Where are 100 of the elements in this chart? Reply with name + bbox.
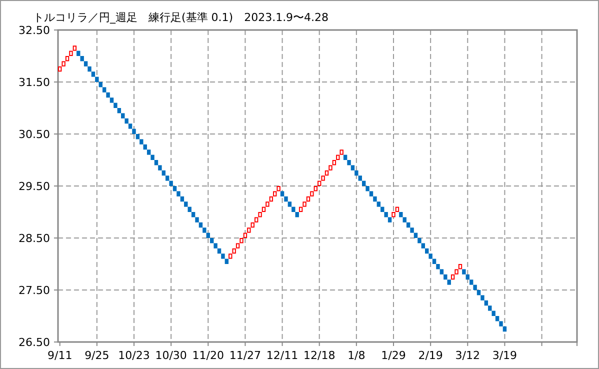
candlestick xyxy=(336,154,340,160)
x-tick-label: 12/18 xyxy=(304,349,336,362)
candlestick xyxy=(343,154,348,160)
candlestick xyxy=(388,217,392,222)
candlestick xyxy=(169,180,173,186)
candlestick xyxy=(258,212,262,218)
candlestick xyxy=(243,232,248,238)
candlestick xyxy=(350,165,355,170)
y-tick-label: 31.50 xyxy=(18,76,50,89)
candlestick xyxy=(91,72,96,77)
candlestick xyxy=(247,228,251,233)
candlestick xyxy=(306,196,310,202)
x-tick-label: 11/27 xyxy=(229,349,262,362)
candlestick xyxy=(425,248,429,254)
candlestick xyxy=(392,212,396,218)
candlestick xyxy=(262,206,266,212)
candlestick xyxy=(484,300,488,306)
candlestick xyxy=(436,264,440,270)
candlestick xyxy=(328,165,332,170)
candlestick xyxy=(84,61,88,66)
candlestick xyxy=(180,196,184,202)
candlestick xyxy=(421,243,426,248)
x-tick-label: 3/19 xyxy=(492,349,518,362)
candlestick xyxy=(473,284,477,290)
candlestick xyxy=(110,98,114,103)
x-tick-label: 12/11 xyxy=(266,349,298,362)
candlestick xyxy=(298,206,303,212)
candlestick xyxy=(269,196,274,202)
candlestick xyxy=(495,316,500,322)
candlestick xyxy=(332,160,336,166)
candlestick xyxy=(114,102,118,108)
x-tick-label: 9/25 xyxy=(84,349,110,362)
candlestick xyxy=(236,243,240,248)
candlestick xyxy=(414,232,418,238)
candlestick xyxy=(492,310,496,316)
candlestick xyxy=(362,180,366,186)
candlestick xyxy=(276,186,280,192)
x-tick-label: 10/30 xyxy=(155,349,187,362)
candlestick xyxy=(232,248,236,254)
candlestick xyxy=(366,186,370,192)
candlestick xyxy=(318,180,322,186)
candlestick xyxy=(469,280,474,285)
candlestick xyxy=(72,46,77,51)
x-tick-label: 9/11 xyxy=(48,349,72,362)
candlestick xyxy=(162,170,166,176)
candlestick xyxy=(292,206,296,212)
candlestick xyxy=(210,238,214,244)
candlestick xyxy=(458,264,462,270)
candlestick xyxy=(354,170,358,176)
candlestick xyxy=(76,50,80,56)
candlestick xyxy=(191,212,196,218)
y-tick-label: 28.50 xyxy=(18,232,50,245)
candlestick xyxy=(206,232,210,238)
candlestick xyxy=(240,238,244,244)
candlestick xyxy=(284,196,288,202)
candlestick xyxy=(214,243,218,248)
candlestick xyxy=(447,280,451,285)
candlestick xyxy=(480,295,484,300)
y-tick-label: 26.50 xyxy=(18,336,50,349)
candlestick xyxy=(314,186,318,192)
y-tick-label: 29.50 xyxy=(18,180,50,193)
candlestick xyxy=(65,56,70,62)
candlestick xyxy=(58,66,62,72)
candlestick xyxy=(250,222,254,228)
candlestick xyxy=(376,202,381,207)
candlestick xyxy=(280,191,284,196)
y-tick-label: 32.50 xyxy=(18,24,50,37)
candlestick xyxy=(146,150,151,155)
x-tick-label: 1/29 xyxy=(381,349,406,362)
candlestick xyxy=(62,61,66,66)
x-tick-label: 11/20 xyxy=(192,349,224,362)
candlestick xyxy=(140,139,144,144)
candlestick xyxy=(184,202,188,207)
candlestick xyxy=(69,50,73,56)
candlestick xyxy=(128,124,132,129)
candlestick xyxy=(444,274,448,280)
candlestick xyxy=(172,186,177,192)
candlestick xyxy=(102,87,106,92)
candlestick xyxy=(310,191,314,196)
candlestick xyxy=(395,206,400,212)
candlestick xyxy=(432,258,436,264)
candlestick xyxy=(176,191,180,196)
candlestick xyxy=(324,170,329,176)
candlestick xyxy=(384,212,388,218)
candlestick xyxy=(198,222,203,228)
candlestick xyxy=(288,202,292,207)
candlestick xyxy=(418,238,422,244)
y-tick-label: 30.50 xyxy=(18,128,50,141)
candlestick xyxy=(450,274,455,280)
candlestick xyxy=(188,206,192,212)
candlestick xyxy=(399,212,403,218)
candlestick xyxy=(121,113,125,118)
candlestick xyxy=(143,144,147,150)
x-tick-label: 2/19 xyxy=(418,349,443,362)
y-tick-label: 27.50 xyxy=(18,284,50,297)
x-tick-label: 3/12 xyxy=(455,349,480,362)
candlestick xyxy=(454,269,458,274)
candlestick xyxy=(466,274,470,280)
candlestick xyxy=(402,217,406,222)
candlestick xyxy=(295,212,299,218)
